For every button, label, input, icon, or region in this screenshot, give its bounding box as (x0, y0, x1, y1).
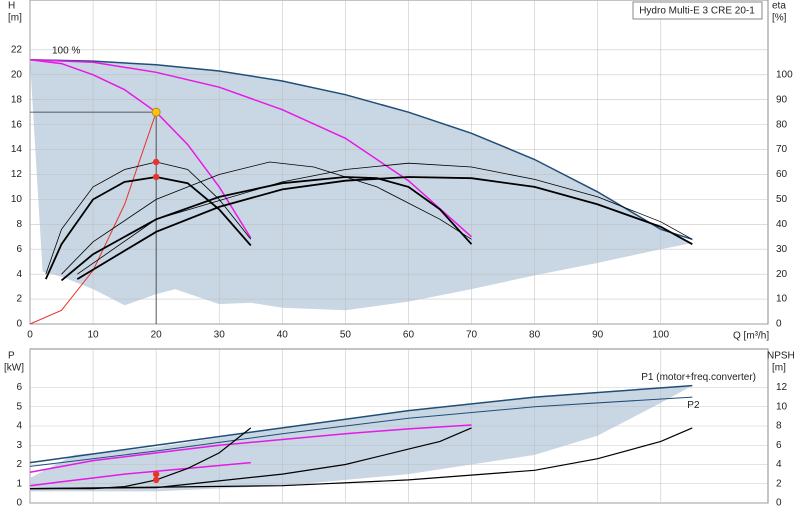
y2-axis-label: NPSH (767, 351, 795, 362)
y2-tick-label: 90 (776, 94, 788, 105)
y-tick-label: 3 (16, 440, 22, 451)
series-label: P2 (687, 400, 700, 411)
chart-title: Hydro Multi-E 3 CRE 20-1 (639, 6, 755, 17)
x-tick-label: 40 (277, 330, 289, 341)
series-label: P1 (motor+freq.converter) (641, 372, 756, 383)
x-tick-label: 20 (151, 330, 163, 341)
y2-tick-label: 30 (776, 244, 788, 255)
curve (77, 162, 693, 275)
y-tick-label: 20 (11, 69, 23, 80)
y2-tick-label: 60 (776, 169, 788, 180)
annotation: 100 % (52, 46, 80, 57)
x-tick-label: 10 (88, 330, 100, 341)
x-tick-label: 60 (403, 330, 415, 341)
y-tick-label: 2 (16, 294, 22, 305)
y-tick-label: 2 (16, 459, 22, 470)
y-axis-label: H (8, 1, 15, 12)
y-tick-label: 10 (11, 194, 23, 205)
curve (45, 161, 252, 275)
y-tick-label: 6 (16, 244, 22, 255)
envelope-area (30, 59, 693, 311)
y-axis-unit: [m] (8, 13, 22, 24)
y-tick-label: 8 (16, 219, 22, 230)
y2-tick-label: 6 (776, 440, 782, 451)
title-box (632, 1, 763, 20)
marker (152, 158, 160, 166)
curve (76, 176, 693, 280)
curve (29, 384, 693, 464)
y-tick-label: 6 (16, 382, 22, 393)
curve (29, 424, 472, 473)
y2-axis-unit: [%] (772, 13, 787, 24)
x-tick-label: 50 (340, 330, 352, 341)
curve (60, 176, 473, 282)
y2-tick-label: 10 (776, 294, 788, 305)
curve (29, 427, 693, 490)
marker (151, 107, 161, 117)
y2-tick-label: 4 (776, 459, 782, 470)
x-tick-label: 30 (214, 330, 226, 341)
x-tick-label: 90 (592, 330, 604, 341)
y2-tick-label: 70 (776, 144, 788, 155)
y-tick-label: 5 (16, 401, 22, 412)
y2-tick-label: 20 (776, 269, 788, 280)
y-tick-label: 16 (11, 119, 23, 130)
y2-tick-label: 50 (776, 194, 788, 205)
y-axis-unit: [kW] (4, 363, 24, 374)
y-tick-label: 0 (16, 319, 22, 330)
curve (61, 161, 472, 275)
y-tick-label: 0 (16, 498, 22, 509)
x-tick-label: 100 (652, 330, 669, 341)
y-tick-label: 1 (16, 478, 22, 489)
y2-tick-label: 10 (776, 401, 788, 412)
y2-tick-label: 100 (776, 69, 793, 80)
y-tick-label: 4 (16, 421, 22, 432)
y2-axis-unit: [m] (772, 363, 786, 374)
y2-tick-label: 8 (776, 421, 782, 432)
x-tick-label: 70 (466, 330, 478, 341)
curve (29, 396, 693, 467)
y-tick-label: 22 (11, 44, 23, 55)
curve (29, 59, 252, 239)
y-axis-label: P (8, 351, 15, 362)
marker (152, 476, 160, 484)
y2-axis-label: eta (772, 1, 786, 12)
y2-tick-label: 2 (776, 478, 782, 489)
x-tick-label: 0 (27, 330, 33, 341)
y2-tick-label: 0 (776, 319, 782, 330)
y-tick-label: 14 (11, 144, 23, 155)
curve (29, 59, 472, 238)
y2-tick-label: 80 (776, 119, 788, 130)
y2-tick-label: 12 (776, 382, 788, 393)
x-tick-label: 80 (529, 330, 541, 341)
marker (152, 470, 160, 478)
y2-tick-label: 40 (776, 219, 788, 230)
y2-tick-label: 0 (776, 498, 782, 509)
curve (44, 176, 252, 280)
y-tick-label: 12 (11, 169, 23, 180)
x-axis-label: Q [m³/h] (733, 331, 769, 342)
marker (152, 173, 160, 181)
curve (29, 59, 693, 241)
y-tick-label: 18 (11, 94, 23, 105)
curve (29, 461, 251, 487)
y-tick-label: 4 (16, 269, 22, 280)
